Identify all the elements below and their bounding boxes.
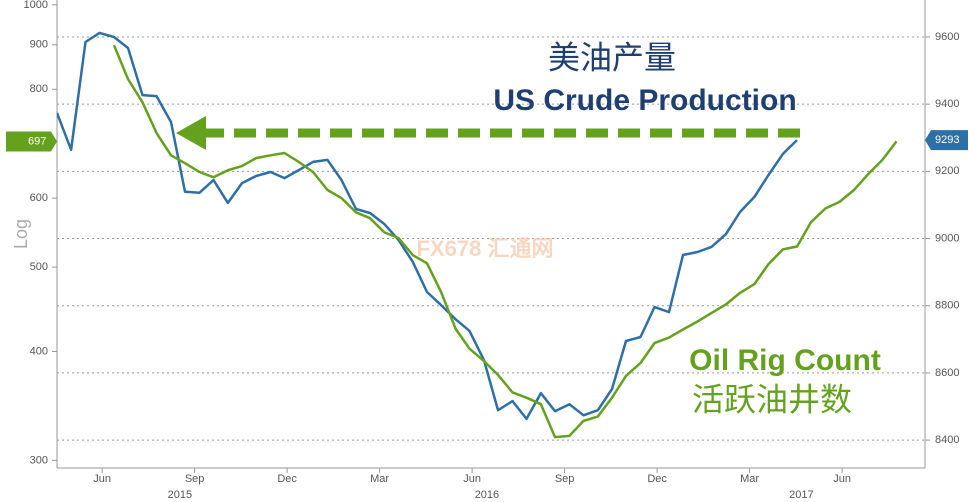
y-tick-label: 800 bbox=[30, 83, 48, 95]
data-line bbox=[112, 44, 898, 439]
x-tick-label: Sep bbox=[185, 473, 205, 485]
plot-lines bbox=[57, 31, 898, 439]
data-line bbox=[57, 31, 798, 421]
x-tick-label: Mar bbox=[740, 473, 759, 485]
value-tag-label: 9293 bbox=[935, 134, 959, 146]
y-tick-label: 500 bbox=[30, 261, 48, 273]
watermark: FX678 汇通网 bbox=[417, 236, 554, 261]
y-tick-label: 300 bbox=[30, 454, 48, 466]
x-year-label: 2016 bbox=[475, 489, 499, 501]
y2-tick-label: 9200 bbox=[935, 165, 959, 177]
y2-tick-label: 8600 bbox=[935, 367, 959, 379]
y-tick-label: 600 bbox=[30, 192, 48, 204]
y2-tick-label: 9600 bbox=[935, 31, 959, 43]
x-tick-label: Mar bbox=[370, 473, 389, 485]
x-tick-label: Jun bbox=[463, 473, 481, 485]
arrow-head bbox=[176, 116, 206, 150]
y2-tick-label: 9400 bbox=[935, 98, 959, 110]
y2-tick-label: 9000 bbox=[935, 232, 959, 244]
y-axis-label: Log bbox=[11, 219, 31, 249]
x-tick-label: Jun bbox=[833, 473, 851, 485]
x-year-label: 2015 bbox=[168, 489, 192, 501]
y-tick-label: 400 bbox=[30, 345, 48, 357]
series-label-zh: 活跃油井数 bbox=[692, 381, 852, 417]
x-tick-label: Dec bbox=[277, 473, 297, 485]
series-label: Oil Rig Count bbox=[689, 344, 881, 377]
x-tick-label: Sep bbox=[555, 473, 575, 485]
series-label: US Crude Production bbox=[493, 84, 796, 117]
series-label-zh: 美油产量 bbox=[548, 39, 676, 75]
value-tag bbox=[6, 131, 57, 152]
x-tick-label: Jun bbox=[93, 473, 111, 485]
value-tag-label: 697 bbox=[28, 135, 46, 147]
x-year-label: 2017 bbox=[789, 489, 813, 501]
y-tick-label: 1000 bbox=[24, 0, 48, 11]
y-tick-label: 900 bbox=[30, 39, 48, 51]
y2-tick-label: 8800 bbox=[935, 300, 959, 312]
x-tick-label: Dec bbox=[647, 473, 667, 485]
value-tag bbox=[925, 130, 968, 151]
y2-tick-label: 8400 bbox=[935, 434, 959, 446]
